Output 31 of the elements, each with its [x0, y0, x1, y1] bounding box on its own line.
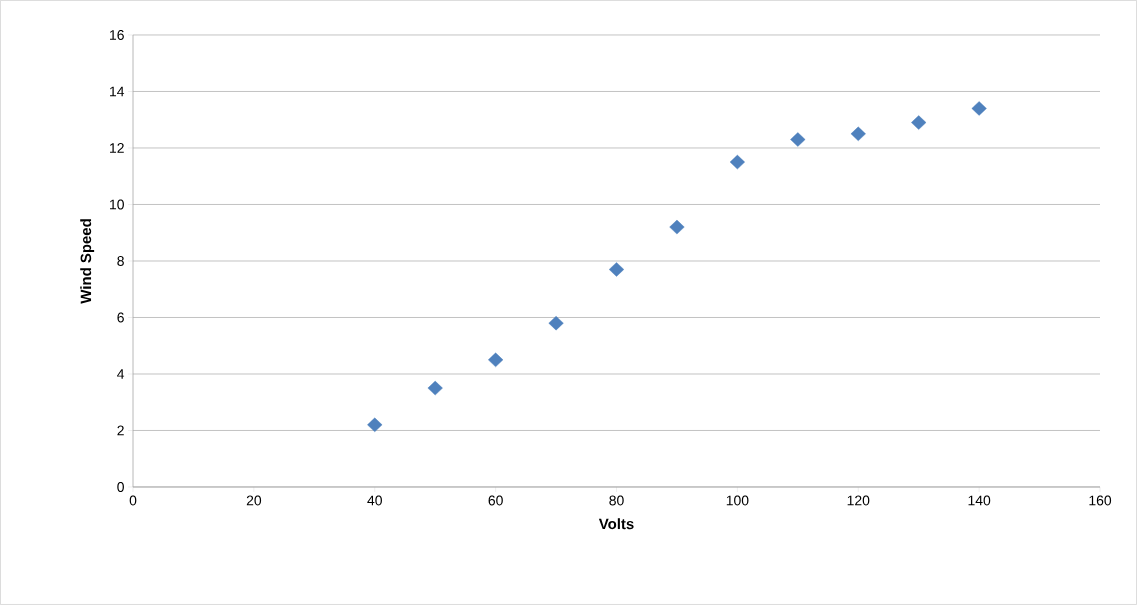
- point: [911, 115, 927, 130]
- point: [669, 219, 685, 235]
- y-tick-label: 12: [110, 143, 124, 153]
- point: [971, 101, 987, 116]
- x-tick-label: 140: [968, 495, 991, 506]
- y-tick-label: 14: [110, 86, 125, 97]
- point: [729, 154, 745, 170]
- point: [608, 262, 625, 277]
- point: [427, 380, 443, 396]
- x-tick-label: 100: [726, 495, 749, 506]
- x-tick-label: 40: [367, 495, 382, 506]
- x-tick-label: 120: [847, 495, 870, 506]
- point: [790, 132, 806, 147]
- y-axis-title: Wind Speed: [80, 219, 95, 304]
- point: [367, 417, 383, 433]
- x-tick-label: 60: [488, 495, 503, 506]
- x-axis-title: Volts: [598, 518, 634, 530]
- y-tick-label: 16: [110, 30, 124, 40]
- x-tick-label: 20: [246, 495, 262, 506]
- x-tick-label: 0: [129, 495, 137, 506]
- y-tick-label: 4: [117, 369, 125, 379]
- y-tick-label: 8: [117, 256, 124, 266]
- y-tick-label: 2: [117, 425, 124, 436]
- x-tick-label: 80: [609, 495, 624, 506]
- y-tick-label: 10: [110, 199, 124, 210]
- point: [488, 352, 504, 368]
- point: [548, 315, 564, 331]
- y-tick-label: 0: [117, 482, 124, 492]
- point: [850, 126, 866, 142]
- x-tick-label: 160: [1089, 495, 1112, 506]
- y-tick-label: 6: [117, 312, 124, 323]
